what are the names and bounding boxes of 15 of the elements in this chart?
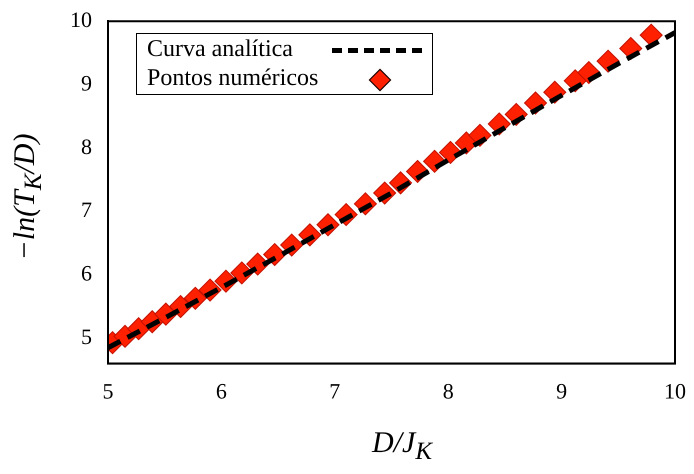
y-tick-label: 5 [81, 324, 92, 350]
x-axis-title: D/J$_{K}$ [370, 426, 434, 466]
y-tick-label: 8 [81, 134, 92, 159]
x-tick-label: 5 [102, 378, 114, 404]
legend-label: Pontos numéricos [147, 64, 318, 94]
legend-label: Curva analítica [147, 35, 293, 64]
x-tick-label: 9 [556, 378, 568, 404]
y-tick-label: 6 [81, 260, 92, 286]
y-tick-label: 7 [81, 197, 92, 222]
x-tick-label: 10 [664, 378, 686, 404]
x-tick-label: 6 [216, 378, 227, 404]
y-tick-label: 10 [70, 6, 92, 32]
x-tick-label: 7 [329, 378, 340, 404]
x-tick-label: 8 [442, 378, 454, 404]
y-tick-label: 9 [81, 70, 92, 96]
